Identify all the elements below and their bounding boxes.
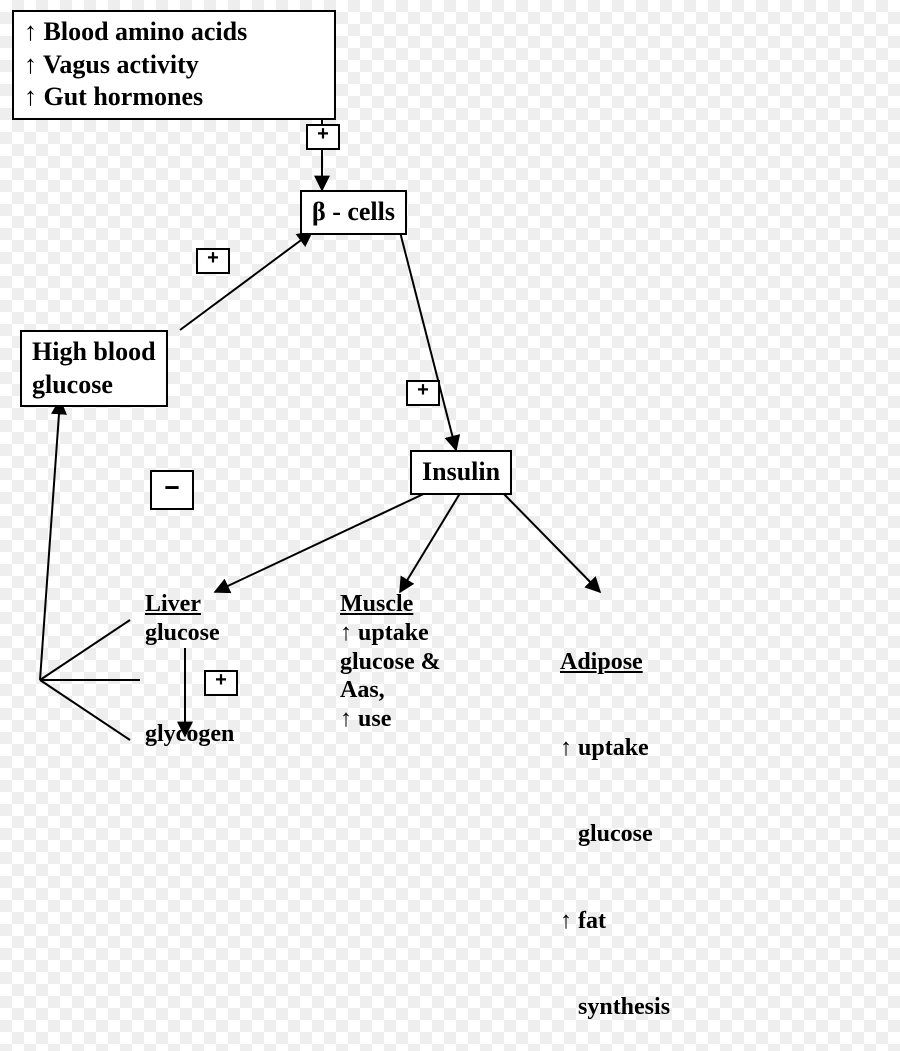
line: glucose & (340, 648, 441, 677)
label: Insulin (422, 457, 500, 486)
heading: Adipose (560, 648, 670, 677)
edge-insulin-to-muscle (400, 490, 462, 592)
line: glucose (32, 369, 156, 402)
edge-feedback-to-hbg (40, 400, 60, 680)
minus-icon: – (150, 470, 194, 510)
line: High blood (32, 336, 156, 369)
plus-icon: + (196, 248, 230, 274)
node-stimuli: ↑ Blood amino acids ↑ Vagus activity ↑ G… (12, 10, 336, 120)
plus-icon: + (204, 670, 238, 696)
label: β - cells (312, 197, 395, 226)
node-adipose: Adipose ↑ uptake glucose ↑ fat synthesis (560, 590, 670, 1051)
node-beta-cells: β - cells (300, 190, 407, 235)
line: ↑ Vagus activity (24, 49, 324, 82)
plus-icon: + (306, 124, 340, 150)
heading: Muscle (340, 590, 441, 619)
heading: Liver (145, 590, 234, 619)
edge-insulin-to-adipose (500, 490, 600, 592)
node-high-blood-glucose: High blood glucose (20, 330, 168, 407)
node-insulin: Insulin (410, 450, 512, 495)
line: glucose (560, 820, 670, 849)
line: ↑ Blood amino acids (24, 16, 324, 49)
line: synthesis (560, 993, 670, 1022)
line: glycogen (145, 720, 234, 749)
node-muscle: Muscle ↑ uptake glucose & Aas, ↑ use (340, 590, 441, 734)
line: ↑ use (340, 705, 441, 734)
line: ↑ Gut hormones (24, 81, 324, 114)
edge-insulin-to-liver (215, 490, 432, 592)
line: ↑ uptake (560, 734, 670, 763)
edge-hbg-to-beta (180, 232, 312, 330)
line: Aas, (340, 676, 441, 705)
line: glucose (145, 619, 234, 648)
line: ↑ uptake (340, 619, 441, 648)
line: ↑ fat (560, 907, 670, 936)
edge-fan (40, 680, 130, 740)
plus-icon: + (406, 380, 440, 406)
edge-beta-to-insulin (400, 232, 456, 450)
edge-fan (40, 620, 130, 680)
